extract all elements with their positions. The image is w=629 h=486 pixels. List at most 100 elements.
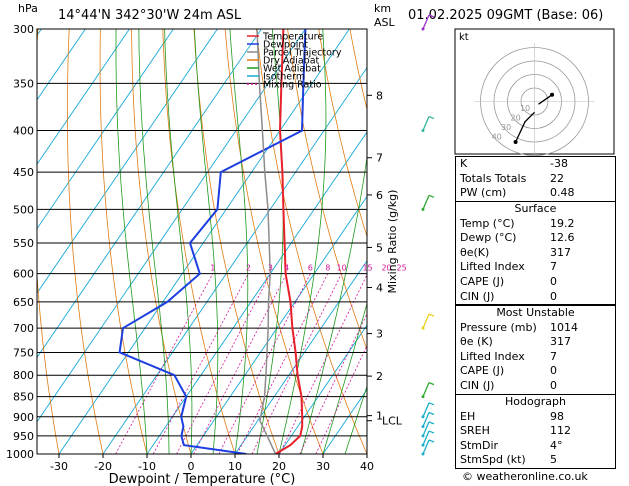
barb-staff: [422, 412, 430, 427]
barb-staff: [422, 382, 430, 397]
barb-staff: [422, 116, 430, 131]
dry-adiabat-line: [318, 29, 367, 238]
location-title: 14°44'N 342°30'W 24m ASL: [58, 8, 242, 23]
row-value: 19.2: [550, 216, 575, 230]
barb-flag: [428, 313, 435, 317]
row-value: 22: [550, 171, 564, 185]
legend-label: Dewpoint: [263, 40, 308, 51]
most-unstable-row: CAPE (J) 0: [456, 364, 615, 379]
temp-tick-label: 40: [360, 460, 374, 473]
mixing-ratio-label: 20: [381, 264, 391, 273]
mixing-ratio-axis-label: Mixing Ratio (g/kg): [386, 190, 399, 294]
barb-staff: [422, 195, 430, 210]
surface-title: Surface: [514, 202, 557, 215]
barb-base: [421, 434, 425, 438]
wind-barb: [421, 313, 435, 330]
isotherm-line: [234, 260, 367, 454]
wind-barb: [421, 194, 435, 211]
temp-tick-label: 0: [188, 460, 195, 473]
legend-label: Parcel Trajectory: [263, 48, 342, 59]
most-unstable-row: θe (K) 317: [456, 335, 615, 350]
hodograph-unit-label: kt: [459, 32, 469, 43]
mixing-ratio-label: 3: [268, 264, 273, 273]
wind-barb: [421, 14, 435, 31]
indices-row: PW (cm) 0.48: [456, 186, 615, 201]
barb-flag: [428, 439, 435, 443]
barb-base: [421, 27, 425, 31]
hodograph-table-row: StmSpd (kt) 5: [456, 453, 615, 468]
pressure-tick-label: 900: [13, 411, 34, 424]
isotherm-line: [278, 324, 367, 454]
barb-flag: [428, 382, 435, 386]
row-value: 7: [550, 349, 557, 363]
pressure-tick-label: 850: [13, 391, 34, 404]
pressure-tick-label: 300: [13, 23, 34, 36]
barb-flag: [428, 421, 435, 425]
x-axis-label: Dewpoint / Temperature (°C): [109, 472, 296, 486]
barb-base: [421, 326, 425, 330]
hodograph-panel: Hodograph EH 98 SREH 112 StmDir 4° StmSpd (kt)…: [455, 394, 616, 469]
datetime-title: 01.02.2025 09GMT (Base: 06): [408, 8, 604, 23]
barb-flag: [428, 402, 435, 406]
hodograph-ring-label: 40: [492, 132, 502, 141]
barb-staff: [422, 430, 430, 446]
wet-adiabat-line: [229, 29, 249, 454]
legend-label: Wet Adiabat: [263, 64, 321, 75]
row-label: Totals Totals: [460, 171, 527, 185]
legend-label: Dry Adiabat: [263, 56, 320, 67]
row-value: 1014: [550, 320, 578, 334]
temp-tick-label: -10: [138, 460, 156, 473]
wind-barb: [421, 439, 435, 456]
hodograph-table-row: EH 98: [456, 410, 615, 425]
barb-staff: [422, 313, 430, 329]
wind-barb: [421, 430, 435, 447]
wet-adiabat-line: [194, 29, 219, 454]
surface-row: Dewp (°C) 12.6: [456, 231, 615, 246]
wet-adiabat-line: [344, 385, 367, 454]
indices-row: Totals Totals 22: [456, 172, 615, 187]
surface-row: θe(K) 317: [456, 246, 615, 261]
pressure-tick-label: 450: [13, 166, 34, 179]
barb-flag: [428, 115, 435, 120]
km-tick-label: 3: [376, 328, 383, 341]
mixing-ratio-label: 2: [246, 264, 251, 273]
mixing-ratio-label: 15: [362, 264, 372, 273]
row-label: EH: [460, 409, 476, 423]
wind-barb: [421, 382, 435, 399]
isotherm-line: [37, 29, 174, 230]
indices-panel: K -38 Totals Totals 22 PW (cm) 0.48: [455, 156, 616, 202]
surface-panel: Surface Temp (°C) 19.2 Dewp (°C) 12.6 θe(K) 3…: [455, 201, 616, 306]
barb-staff: [422, 421, 430, 437]
isotherm-line: [190, 195, 367, 454]
row-label: K: [460, 157, 468, 170]
isotherm-line: [37, 29, 262, 359]
wet-adiabat-line: [164, 29, 193, 454]
pressure-tick-label: 500: [13, 203, 34, 216]
row-value: -38: [550, 157, 568, 170]
row-label: Lifted Index: [460, 260, 525, 274]
legend-label: Isotherm: [263, 72, 305, 83]
barb-flag: [428, 194, 435, 198]
dewpoint-profile: [118, 29, 307, 454]
pressure-tick-label: 600: [13, 268, 34, 281]
barb-base: [421, 452, 425, 456]
mixing-ratio-label: 4: [284, 264, 289, 273]
barb-staff: [422, 439, 430, 455]
credit-text: © weatheronline.co.uk: [462, 470, 588, 483]
km-tick-label: 7: [376, 152, 383, 165]
row-label: θe(K): [460, 245, 490, 259]
most-unstable-row: Lifted Index 7: [456, 350, 615, 365]
km-tick-label: 8: [376, 89, 383, 102]
hpa-label: hPa: [18, 2, 38, 15]
dry-adiabat-line: [99, 29, 148, 454]
temperature-profile: [274, 29, 304, 454]
pressure-tick-label: 650: [13, 296, 34, 309]
pressure-tick-label: 950: [13, 430, 34, 443]
pressure-tick-label: 550: [13, 237, 34, 250]
temp-tick-label: 30: [316, 460, 330, 473]
dry-adiabat-line: [193, 29, 280, 454]
mixing-ratio-label: 25: [397, 264, 407, 273]
row-label: CAPE (J): [460, 364, 505, 378]
hodograph-table-row: SREH 112: [456, 424, 615, 439]
